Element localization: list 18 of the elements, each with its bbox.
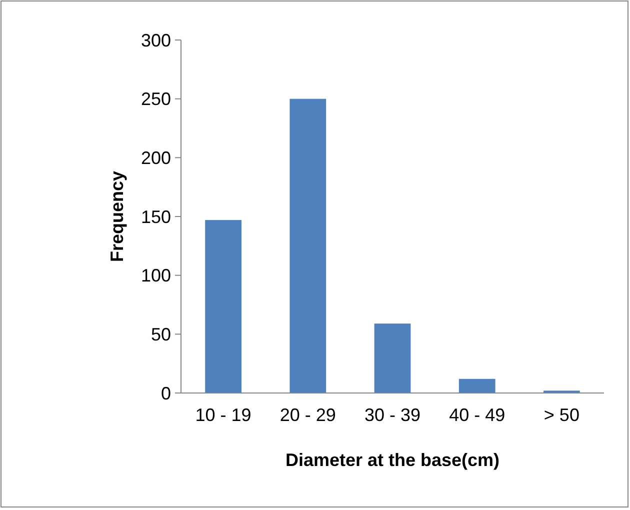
- x-tick-label: > 50: [544, 405, 580, 425]
- y-tick-label: 50: [150, 324, 171, 344]
- y-tick-label: 0: [160, 383, 171, 404]
- x-tick-label: 20 - 29: [280, 405, 336, 425]
- y-tick-label: 250: [140, 89, 171, 110]
- y-tick-label: 150: [140, 206, 171, 227]
- y-tick-label: 200: [140, 148, 171, 168]
- y-tick-label: 100: [140, 266, 171, 286]
- x-axis-title: Diameter at the base(cm): [285, 450, 500, 470]
- x-tick-label: 30 - 39: [364, 405, 421, 425]
- bar: [374, 324, 411, 393]
- x-tick-label: 40 - 49: [449, 405, 506, 425]
- bar: [290, 98, 326, 393]
- bar: [458, 378, 496, 393]
- x-tick-label: 10 - 19: [195, 405, 252, 425]
- bar: [205, 220, 242, 393]
- y-axis-title: Frequency: [107, 170, 127, 262]
- y-tick-label: 300: [140, 30, 171, 50]
